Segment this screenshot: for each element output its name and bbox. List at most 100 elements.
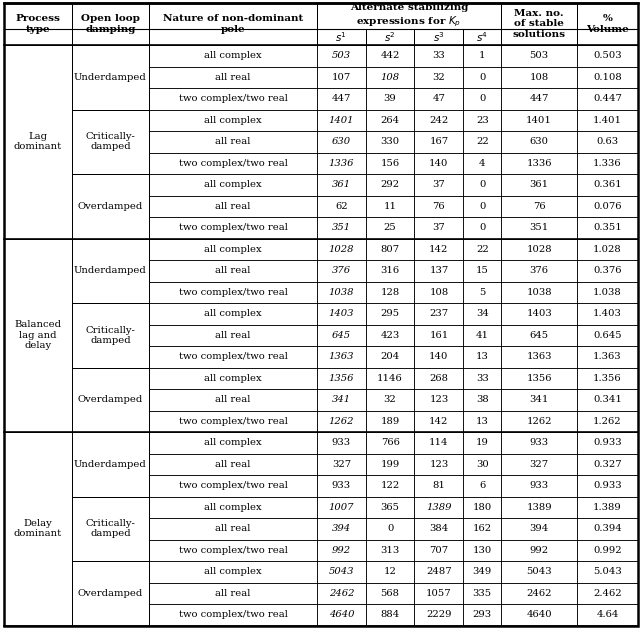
Text: 1146: 1146 [377, 373, 403, 383]
Text: 807: 807 [381, 245, 399, 254]
Text: 327: 327 [332, 460, 351, 469]
Bar [365, 496, 415, 518]
Bar [149, 110, 317, 131]
Bar [317, 217, 365, 239]
Text: 1028: 1028 [328, 245, 354, 254]
Text: 0.376: 0.376 [593, 266, 622, 275]
Text: 122: 122 [380, 481, 400, 490]
Bar [501, 303, 577, 325]
Text: $s^1$: $s^1$ [335, 30, 348, 44]
Bar [415, 368, 463, 389]
Bar [577, 239, 638, 260]
Text: 447: 447 [529, 94, 548, 103]
Bar [501, 174, 577, 196]
Text: 361: 361 [332, 180, 351, 189]
Bar [501, 110, 577, 131]
Bar [149, 518, 317, 539]
Text: 293: 293 [473, 610, 492, 619]
Text: 0: 0 [479, 202, 485, 211]
Bar [463, 346, 501, 368]
Text: 2462: 2462 [526, 589, 552, 598]
Text: 11: 11 [383, 202, 397, 211]
Text: 4640: 4640 [328, 610, 354, 619]
Bar [463, 389, 501, 410]
Bar [501, 260, 577, 282]
Bar [317, 346, 365, 368]
Bar [577, 496, 638, 518]
Bar [149, 604, 317, 625]
Bar [149, 346, 317, 368]
Text: 376: 376 [530, 266, 548, 275]
Bar [415, 604, 463, 625]
Bar [577, 410, 638, 432]
Text: 992: 992 [332, 546, 351, 555]
Bar [501, 153, 577, 174]
Bar [501, 131, 577, 153]
Bar [149, 368, 317, 389]
Bar [415, 561, 463, 582]
Bar [577, 66, 638, 88]
Text: 5043: 5043 [526, 567, 552, 576]
Bar [415, 217, 463, 239]
Bar [463, 604, 501, 625]
Bar [4, 45, 72, 239]
Bar [501, 217, 577, 239]
Text: 1356: 1356 [328, 373, 354, 383]
Text: 0: 0 [479, 94, 485, 103]
Bar [501, 539, 577, 561]
Text: 766: 766 [381, 438, 399, 448]
Text: 327: 327 [529, 460, 548, 469]
Bar [4, 239, 72, 432]
Bar [501, 45, 577, 66]
Text: 199: 199 [380, 460, 400, 469]
Text: 123: 123 [429, 395, 449, 404]
Bar [577, 303, 638, 325]
Bar [463, 260, 501, 282]
Text: 2229: 2229 [426, 610, 452, 619]
Text: 6: 6 [479, 481, 485, 490]
Bar [415, 196, 463, 217]
Bar [501, 66, 577, 88]
Text: 0: 0 [479, 223, 485, 232]
Text: 76: 76 [433, 202, 445, 211]
Bar [149, 260, 317, 282]
Text: 33: 33 [476, 373, 488, 383]
Bar [415, 29, 463, 45]
Text: Open loop
damping: Open loop damping [81, 15, 140, 34]
Bar [317, 260, 365, 282]
Text: two complex/two real: two complex/two real [179, 546, 287, 555]
Bar [463, 131, 501, 153]
Text: two complex/two real: two complex/two real [179, 610, 287, 619]
Text: Overdamped: Overdamped [77, 202, 143, 211]
Text: 156: 156 [381, 159, 399, 168]
Bar [365, 303, 415, 325]
Bar [501, 325, 577, 346]
Bar [365, 239, 415, 260]
Text: 30: 30 [476, 460, 488, 469]
Text: Nature of non-dominant
pole: Nature of non-dominant pole [163, 15, 303, 34]
Text: two complex/two real: two complex/two real [179, 288, 287, 297]
Bar [415, 66, 463, 88]
Text: 365: 365 [381, 503, 399, 511]
Text: 295: 295 [381, 310, 399, 318]
Text: 1.038: 1.038 [593, 288, 622, 297]
Text: all complex: all complex [204, 51, 262, 60]
Text: 0.503: 0.503 [593, 51, 622, 60]
Text: 0.394: 0.394 [593, 524, 622, 533]
Bar [501, 368, 577, 389]
Text: 933: 933 [529, 481, 548, 490]
Text: 330: 330 [381, 137, 399, 146]
Bar [463, 66, 501, 88]
Text: 108: 108 [529, 73, 548, 82]
Text: 503: 503 [529, 51, 548, 60]
Text: 1363: 1363 [328, 352, 354, 361]
Text: two complex/two real: two complex/two real [179, 352, 287, 361]
Bar [577, 45, 638, 66]
Text: 204: 204 [380, 352, 400, 361]
Text: all real: all real [215, 589, 251, 598]
Text: 1336: 1336 [526, 159, 552, 168]
Bar [365, 325, 415, 346]
Text: 1403: 1403 [328, 310, 354, 318]
Text: two complex/two real: two complex/two real [179, 417, 287, 426]
Bar [415, 88, 463, 110]
